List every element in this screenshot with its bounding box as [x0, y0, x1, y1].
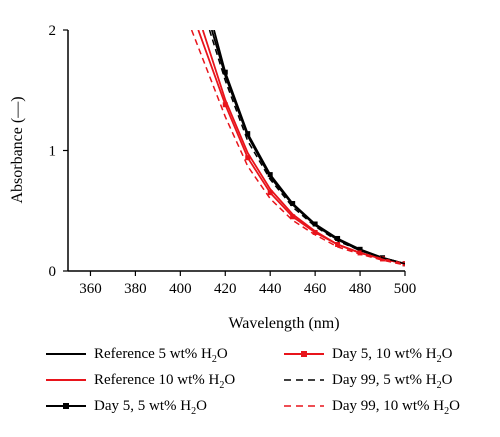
x-tick-label: 480: [349, 281, 372, 297]
legend-swatch: [46, 379, 86, 381]
legend-swatch: [46, 353, 86, 355]
data-point-marker: [267, 190, 273, 196]
data-point-marker: [267, 172, 273, 178]
data-point-marker: [245, 131, 251, 137]
x-tick-label: 420: [214, 281, 237, 297]
data-point-marker: [312, 229, 318, 235]
data-point-marker: [335, 241, 341, 247]
data-point-marker: [290, 214, 296, 220]
x-tick-label: 380: [124, 281, 147, 297]
data-point-marker: [357, 250, 363, 256]
x-tick-label: 360: [79, 281, 102, 297]
x-axis-title: Wavelength (nm): [228, 315, 339, 332]
legend-swatch: [284, 405, 324, 407]
y-tick-label: 2: [49, 23, 57, 39]
y-tick-label: 1: [49, 144, 57, 160]
data-point-marker: [335, 235, 341, 241]
series-line-6: [190, 30, 405, 266]
legend-label: Day 5, 10 wt% H2O: [332, 346, 453, 365]
x-tick-label: 460: [304, 281, 327, 297]
legend-label: Day 5, 5 wt% H2O: [94, 398, 207, 417]
series-line-3: [213, 30, 405, 265]
x-tick-label: 400: [169, 281, 192, 297]
data-point-marker: [222, 102, 228, 108]
legend-label: Reference 5 wt% H2O: [94, 346, 228, 365]
series-line-2: [201, 30, 405, 265]
data-point-marker: [222, 69, 228, 75]
legend-swatch: [284, 351, 324, 357]
y-axis-title: Absorbance (—): [9, 96, 26, 203]
series-line-5: [208, 30, 405, 265]
axes-group: 360 380 400 420 440 460 480 500 0 1 2: [49, 23, 417, 297]
data-point-marker: [380, 256, 386, 262]
legend-swatch: [46, 403, 86, 409]
legend-swatch: [284, 379, 324, 381]
legend-label: Reference 10 wt% H2O: [94, 372, 236, 391]
data-point-marker: [290, 201, 296, 207]
data-point-marker: [245, 155, 251, 161]
plot-series-group: [190, 30, 405, 267]
x-tick-label: 500: [394, 281, 417, 297]
data-point-marker: [312, 221, 318, 227]
legend-label: Day 99, 10 wt% H2O: [332, 398, 460, 417]
series-line-4: [197, 30, 405, 265]
y-tick-label: 0: [49, 264, 57, 280]
data-point-marker: [357, 246, 363, 252]
x-tick-label: 440: [259, 281, 282, 297]
legend-label: Day 99, 5 wt% H2O: [332, 372, 453, 391]
